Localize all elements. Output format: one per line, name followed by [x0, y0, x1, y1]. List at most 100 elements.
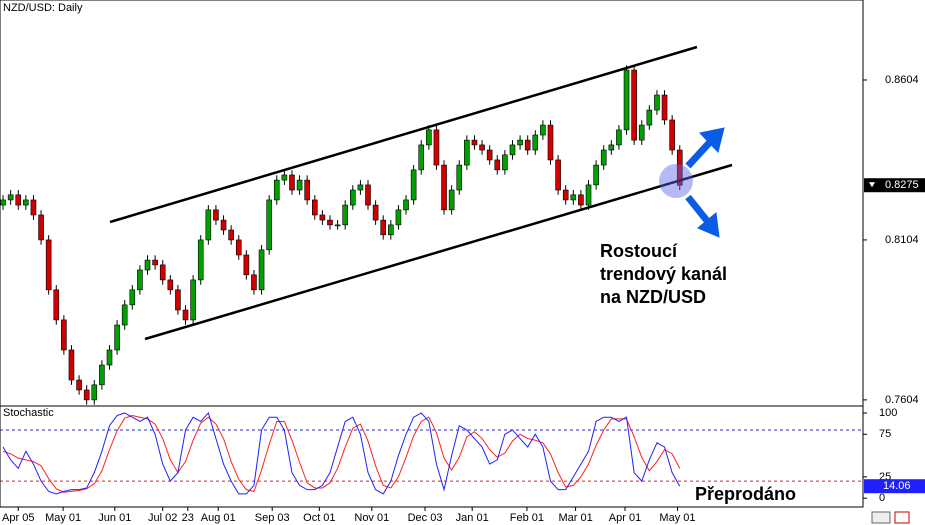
- candle-body: [578, 194, 584, 206]
- candle-body: [669, 119, 675, 151]
- candle-body: [547, 124, 554, 161]
- candle-body: [661, 94, 668, 121]
- candle-body: [273, 179, 280, 201]
- candle-body: [319, 214, 326, 221]
- candle-body: [570, 194, 577, 201]
- x-tick-label: Oct 01: [303, 512, 335, 524]
- candle-body: [471, 139, 478, 146]
- candle-body: [243, 254, 250, 276]
- candle-body: [357, 184, 364, 191]
- oversold-note: Přeprodáno: [695, 484, 796, 504]
- candle-body: [646, 109, 653, 126]
- x-tick-label: Jan 01: [456, 512, 489, 524]
- candle-body: [380, 219, 387, 236]
- chart-title: NZD/USD: Daily: [3, 2, 83, 14]
- candle-body: [45, 239, 52, 291]
- candle-body: [448, 189, 455, 211]
- stoch-value-label: 14.06: [883, 480, 911, 492]
- candle-body: [562, 189, 569, 201]
- candle-body: [410, 169, 417, 201]
- candle-body: [524, 139, 531, 151]
- candle-body: [388, 224, 394, 236]
- x-tick-label: Dec 03: [408, 512, 443, 524]
- candle-body: [441, 164, 447, 211]
- candle-body: [266, 199, 272, 251]
- y-tick-label: 0.8104: [885, 234, 919, 246]
- candle-body: [616, 129, 622, 146]
- candle-body: [593, 164, 599, 186]
- x-tick-label: Mar 01: [558, 512, 592, 524]
- y-tick-label: 0: [879, 492, 885, 504]
- candle-body: [608, 144, 615, 151]
- arrow-up: [685, 139, 713, 169]
- stoch-line: [2, 411, 681, 495]
- candle-body: [372, 204, 379, 221]
- candle-body: [509, 144, 516, 156]
- candle-body: [433, 129, 440, 166]
- candle-body: [235, 239, 242, 256]
- candle-body: [159, 264, 166, 281]
- x-tick-label: Jul 02: [148, 512, 177, 524]
- candle-body: [494, 159, 501, 171]
- stoch-frame: [0, 405, 864, 508]
- upper-channel-line: [109, 45, 698, 224]
- candle-body: [289, 174, 295, 191]
- candle-body: [311, 199, 318, 216]
- candle-body: [38, 214, 44, 241]
- annotation-line: trendový kanál: [600, 264, 727, 284]
- candle-body: [600, 149, 607, 166]
- candle-body: [296, 179, 303, 191]
- candle-body: [479, 144, 485, 151]
- candle-body: [205, 209, 212, 241]
- candle-body: [91, 384, 98, 401]
- candle-body: [220, 219, 227, 231]
- arrow-down: [685, 194, 711, 225]
- candle-body: [190, 279, 196, 321]
- candle-body: [15, 194, 22, 206]
- last-price-arrow: [869, 182, 875, 188]
- candle-body: [555, 159, 561, 191]
- candle-body: [403, 199, 409, 211]
- title-bg: [1, 1, 85, 15]
- candle-body: [631, 69, 637, 141]
- x-tick-label: May 01: [45, 512, 81, 524]
- candle-body: [623, 69, 630, 131]
- candle-body: [426, 129, 432, 146]
- candle-body: [281, 174, 288, 181]
- candle-body: [464, 139, 470, 166]
- candle-body: [395, 209, 402, 226]
- candle-body: [456, 164, 463, 191]
- arrow-down-head: [697, 212, 720, 238]
- x-tick-label: Feb 01: [510, 512, 544, 524]
- x-tick-label: Apr 01: [609, 512, 641, 524]
- arrows: [685, 127, 725, 238]
- y-tick-label: 0.7604: [885, 394, 919, 406]
- candle-body: [334, 224, 341, 227]
- candle-body: [502, 154, 508, 171]
- stoch-value-box: [864, 479, 925, 494]
- candle-body: [175, 289, 181, 311]
- zoom-button[interactable]: [871, 511, 891, 524]
- y-tick-label: 100: [879, 407, 897, 419]
- x-tick-label: Nov 01: [354, 512, 389, 524]
- x-tick-label: Aug 01: [201, 512, 236, 524]
- candle-body: [121, 304, 128, 326]
- y-tick-label: 75: [879, 428, 891, 440]
- candle-body: [30, 199, 37, 216]
- candle-body: [83, 389, 90, 401]
- stoch-title: Stochastic: [3, 407, 54, 419]
- lower-channel-line: [144, 163, 733, 341]
- candle-body: [114, 324, 120, 351]
- candle-body: [106, 349, 113, 366]
- candle-body: [350, 189, 356, 206]
- stoch-title-bg: [1, 407, 55, 420]
- candle-body: [137, 269, 143, 291]
- candle-body: [53, 289, 60, 321]
- candle-body: [76, 379, 82, 391]
- touch-circle: [659, 164, 693, 198]
- candle-body: [251, 274, 257, 291]
- candle-body: [258, 249, 265, 291]
- shift-button[interactable]: [894, 511, 910, 524]
